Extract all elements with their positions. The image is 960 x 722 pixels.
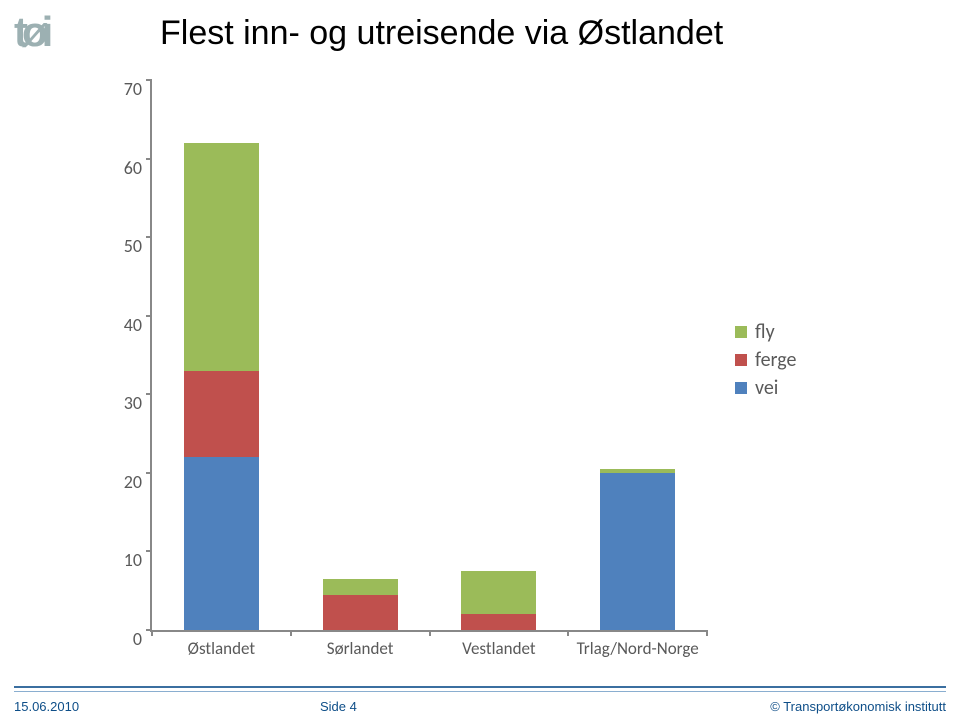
bar-segment-ferge	[184, 371, 259, 457]
footer-separator-thin	[14, 691, 946, 692]
y-tick-label: 50	[124, 235, 152, 257]
legend-item-fly: fly	[735, 320, 796, 344]
x-tick-mark	[567, 630, 569, 636]
bar-segment-fly	[184, 143, 259, 371]
bar-segment-ferge	[461, 614, 536, 630]
y-tick-mark	[146, 158, 152, 160]
y-tick-label: 0	[133, 628, 152, 650]
footer-date: 15.06.2010	[14, 699, 79, 714]
bar-segment-fly	[600, 469, 675, 473]
page-title: Flest inn- og utreisende via Østlandet	[160, 14, 723, 53]
x-category-label: Vestlandet	[462, 630, 535, 659]
bar-segment-fly	[323, 579, 398, 595]
y-tick-label: 60	[124, 157, 152, 179]
legend-label: vei	[755, 376, 778, 400]
footer-page: Side 4	[320, 699, 357, 714]
logo-text: tøi	[14, 8, 47, 55]
y-tick-label: 30	[124, 392, 152, 414]
footer-institute: © Transportøkonomisk institutt	[770, 699, 946, 714]
logo: tøi	[14, 8, 47, 56]
bar-segment-vei	[184, 457, 259, 630]
legend-label: fly	[755, 320, 775, 344]
footer-separator	[14, 686, 946, 688]
x-category-label: Trlag/Nord-Norge	[577, 630, 699, 659]
legend-swatch	[735, 354, 747, 366]
y-tick-mark	[146, 236, 152, 238]
y-tick-mark	[146, 315, 152, 317]
y-tick-label: 40	[124, 314, 152, 336]
legend-item-ferge: ferge	[735, 348, 796, 372]
legend-swatch	[735, 326, 747, 338]
y-tick-mark	[146, 393, 152, 395]
x-category-label: Østlandet	[188, 630, 255, 659]
y-tick-label: 10	[124, 549, 152, 571]
x-tick-mark	[290, 630, 292, 636]
plot-area: 010203040506070ØstlandetSørlandetVestlan…	[150, 80, 707, 632]
y-tick-mark	[146, 550, 152, 552]
x-tick-mark	[429, 630, 431, 636]
y-tick-mark	[146, 79, 152, 81]
y-tick-label: 20	[124, 471, 152, 493]
legend-label: ferge	[755, 348, 796, 372]
legend-swatch	[735, 382, 747, 394]
y-tick-mark	[146, 472, 152, 474]
chart: 0 10 20 30 40 50 60 70 Østlandet Sørlandet Vestlan…	[95, 70, 875, 670]
x-category-label: Sørlandet	[327, 630, 394, 659]
legend: fly ferge vei	[735, 320, 796, 404]
x-tick-mark	[706, 630, 708, 636]
y-tick-label: 70	[124, 78, 152, 100]
x-tick-mark	[151, 630, 153, 636]
legend-item-vei: vei	[735, 376, 796, 400]
bar-segment-ferge	[323, 595, 398, 630]
bar-segment-fly	[461, 571, 536, 614]
bar-segment-vei	[600, 473, 675, 630]
